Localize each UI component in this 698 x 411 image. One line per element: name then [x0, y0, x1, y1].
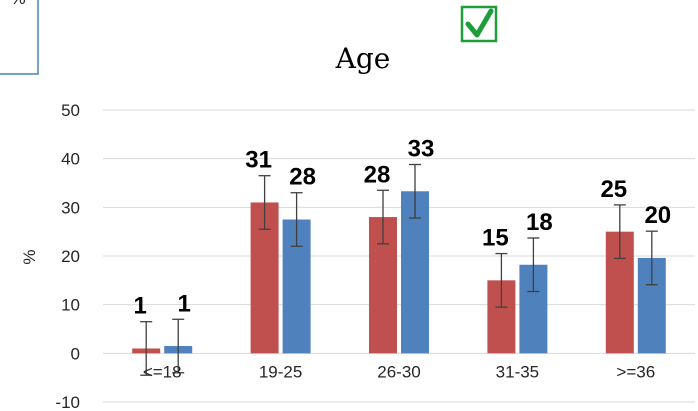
side-panel [0, 0, 39, 75]
chart-title: Age [335, 42, 391, 75]
y-tick-label: 50 [61, 101, 80, 120]
data-label: 25 [600, 176, 627, 203]
y-tick-label: 30 [61, 198, 80, 217]
side-panel-text: % [10, 0, 25, 8]
y-tick-label: -10 [55, 393, 80, 411]
x-tick-label: 31-35 [496, 362, 539, 381]
grid-lines [103, 109, 695, 403]
y-tick-label: 10 [61, 296, 80, 315]
data-label: 28 [289, 164, 316, 191]
data-label: 31 [245, 147, 272, 174]
y-axis-ticks: -10 0 10 20 30 40 50 [55, 101, 80, 411]
data-label: 1 [134, 293, 147, 320]
error-bars [140, 163, 658, 376]
x-tick-label: 19-25 [259, 362, 302, 381]
y-tick-label: 40 [61, 150, 80, 169]
x-axis-ticks: <=18 19-25 26-30 31-35 >=36 [143, 362, 655, 381]
data-label: 15 [482, 225, 509, 252]
checkbox-checked-icon[interactable] [460, 5, 498, 43]
data-label: 18 [526, 209, 553, 236]
data-label: 28 [364, 161, 391, 188]
y-tick-label: 0 [71, 344, 80, 363]
y-tick-label: 20 [61, 247, 80, 266]
y-axis-label: % [20, 249, 39, 264]
data-label: 33 [408, 136, 435, 163]
data-label: 1 [178, 290, 191, 317]
bars [132, 191, 666, 354]
x-tick-label: >=36 [616, 362, 655, 381]
x-tick-label: 26-30 [377, 362, 420, 381]
data-labels: 1 31 28 15 25 1 28 33 18 20 [134, 136, 672, 320]
x-tick-label: <=18 [143, 362, 182, 381]
data-label: 20 [644, 202, 671, 229]
